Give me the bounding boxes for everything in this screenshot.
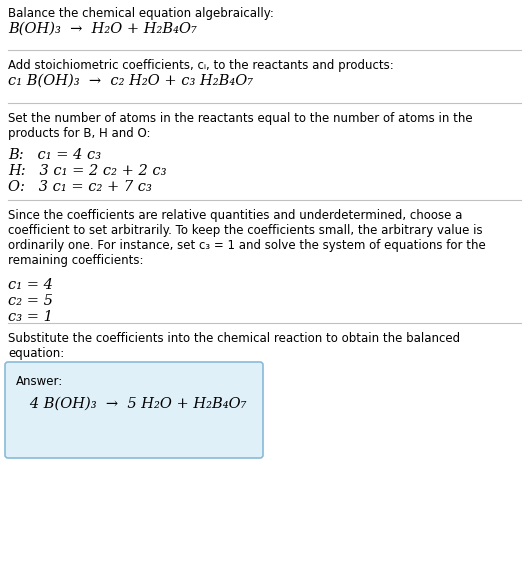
Text: Answer:: Answer:: [16, 375, 63, 388]
Text: c₁ B(OH)₃  →  c₂ H₂O + c₃ H₂B₄O₇: c₁ B(OH)₃ → c₂ H₂O + c₃ H₂B₄O₇: [8, 74, 253, 88]
Text: O:   3 c₁ = c₂ + 7 c₃: O: 3 c₁ = c₂ + 7 c₃: [8, 180, 152, 194]
Text: B:   c₁ = 4 c₃: B: c₁ = 4 c₃: [8, 148, 101, 162]
Text: Set the number of atoms in the reactants equal to the number of atoms in the
pro: Set the number of atoms in the reactants…: [8, 112, 472, 140]
Text: Since the coefficients are relative quantities and underdetermined, choose a
coe: Since the coefficients are relative quan…: [8, 209, 486, 267]
Text: c₃ = 1: c₃ = 1: [8, 310, 53, 324]
Text: 4 B(OH)₃  →  5 H₂O + H₂B₄O₇: 4 B(OH)₃ → 5 H₂O + H₂B₄O₇: [16, 397, 247, 411]
Text: Add stoichiometric coefficients, cᵢ, to the reactants and products:: Add stoichiometric coefficients, cᵢ, to …: [8, 59, 394, 72]
Text: H:   3 c₁ = 2 c₂ + 2 c₃: H: 3 c₁ = 2 c₂ + 2 c₃: [8, 164, 167, 178]
FancyBboxPatch shape: [5, 362, 263, 458]
Text: Substitute the coefficients into the chemical reaction to obtain the balanced
eq: Substitute the coefficients into the che…: [8, 332, 460, 360]
Text: Balance the chemical equation algebraically:: Balance the chemical equation algebraica…: [8, 7, 274, 20]
Text: B(OH)₃  →  H₂O + H₂B₄O₇: B(OH)₃ → H₂O + H₂B₄O₇: [8, 22, 197, 36]
Text: c₁ = 4: c₁ = 4: [8, 278, 53, 292]
Text: c₂ = 5: c₂ = 5: [8, 294, 53, 308]
